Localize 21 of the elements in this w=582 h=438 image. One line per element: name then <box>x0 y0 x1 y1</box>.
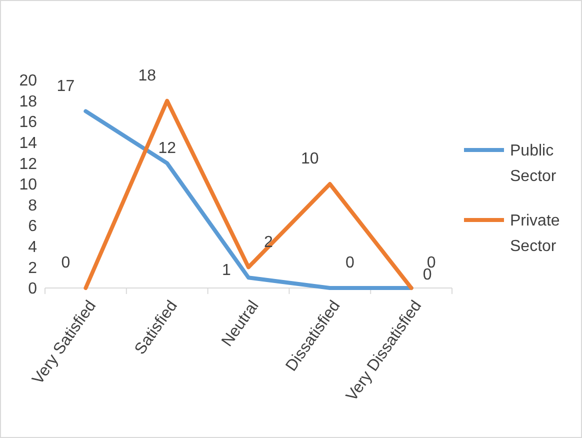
data-label: 0 <box>345 254 354 272</box>
y-tick-label: 10 <box>19 176 38 194</box>
y-tick-label: 18 <box>19 93 38 110</box>
y-tick-label: 2 <box>28 260 38 277</box>
y-tick-label: 16 <box>19 114 38 132</box>
y-tick-label: 6 <box>28 218 38 236</box>
legend-label: Private Sector <box>510 212 560 256</box>
y-tick-label: 14 <box>19 135 38 152</box>
data-label: 10 <box>301 150 319 168</box>
legend-label: Public Sector <box>510 142 557 186</box>
y-tick-label: 12 <box>19 156 38 173</box>
y-tick-label: 20 <box>19 72 38 90</box>
data-label: 0 <box>61 254 70 272</box>
data-label: 17 <box>56 78 75 95</box>
data-label: 12 <box>158 140 176 157</box>
data-label: 18 <box>138 67 156 84</box>
data-label: 1 <box>222 262 232 280</box>
y-tick-label: 4 <box>28 239 38 256</box>
y-tick-label: 0 <box>28 280 38 298</box>
y-tick-label: 8 <box>28 197 38 214</box>
data-label: 0 <box>422 266 432 284</box>
